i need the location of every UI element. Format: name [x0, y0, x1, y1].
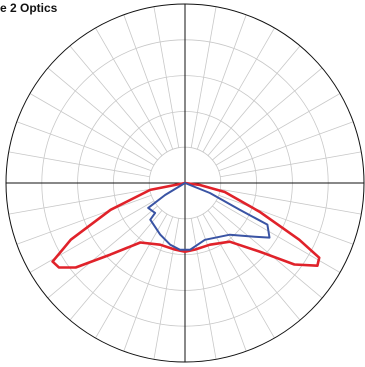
curve [147, 182, 271, 251]
chart-title: e 2 Optics [0, 1, 58, 15]
